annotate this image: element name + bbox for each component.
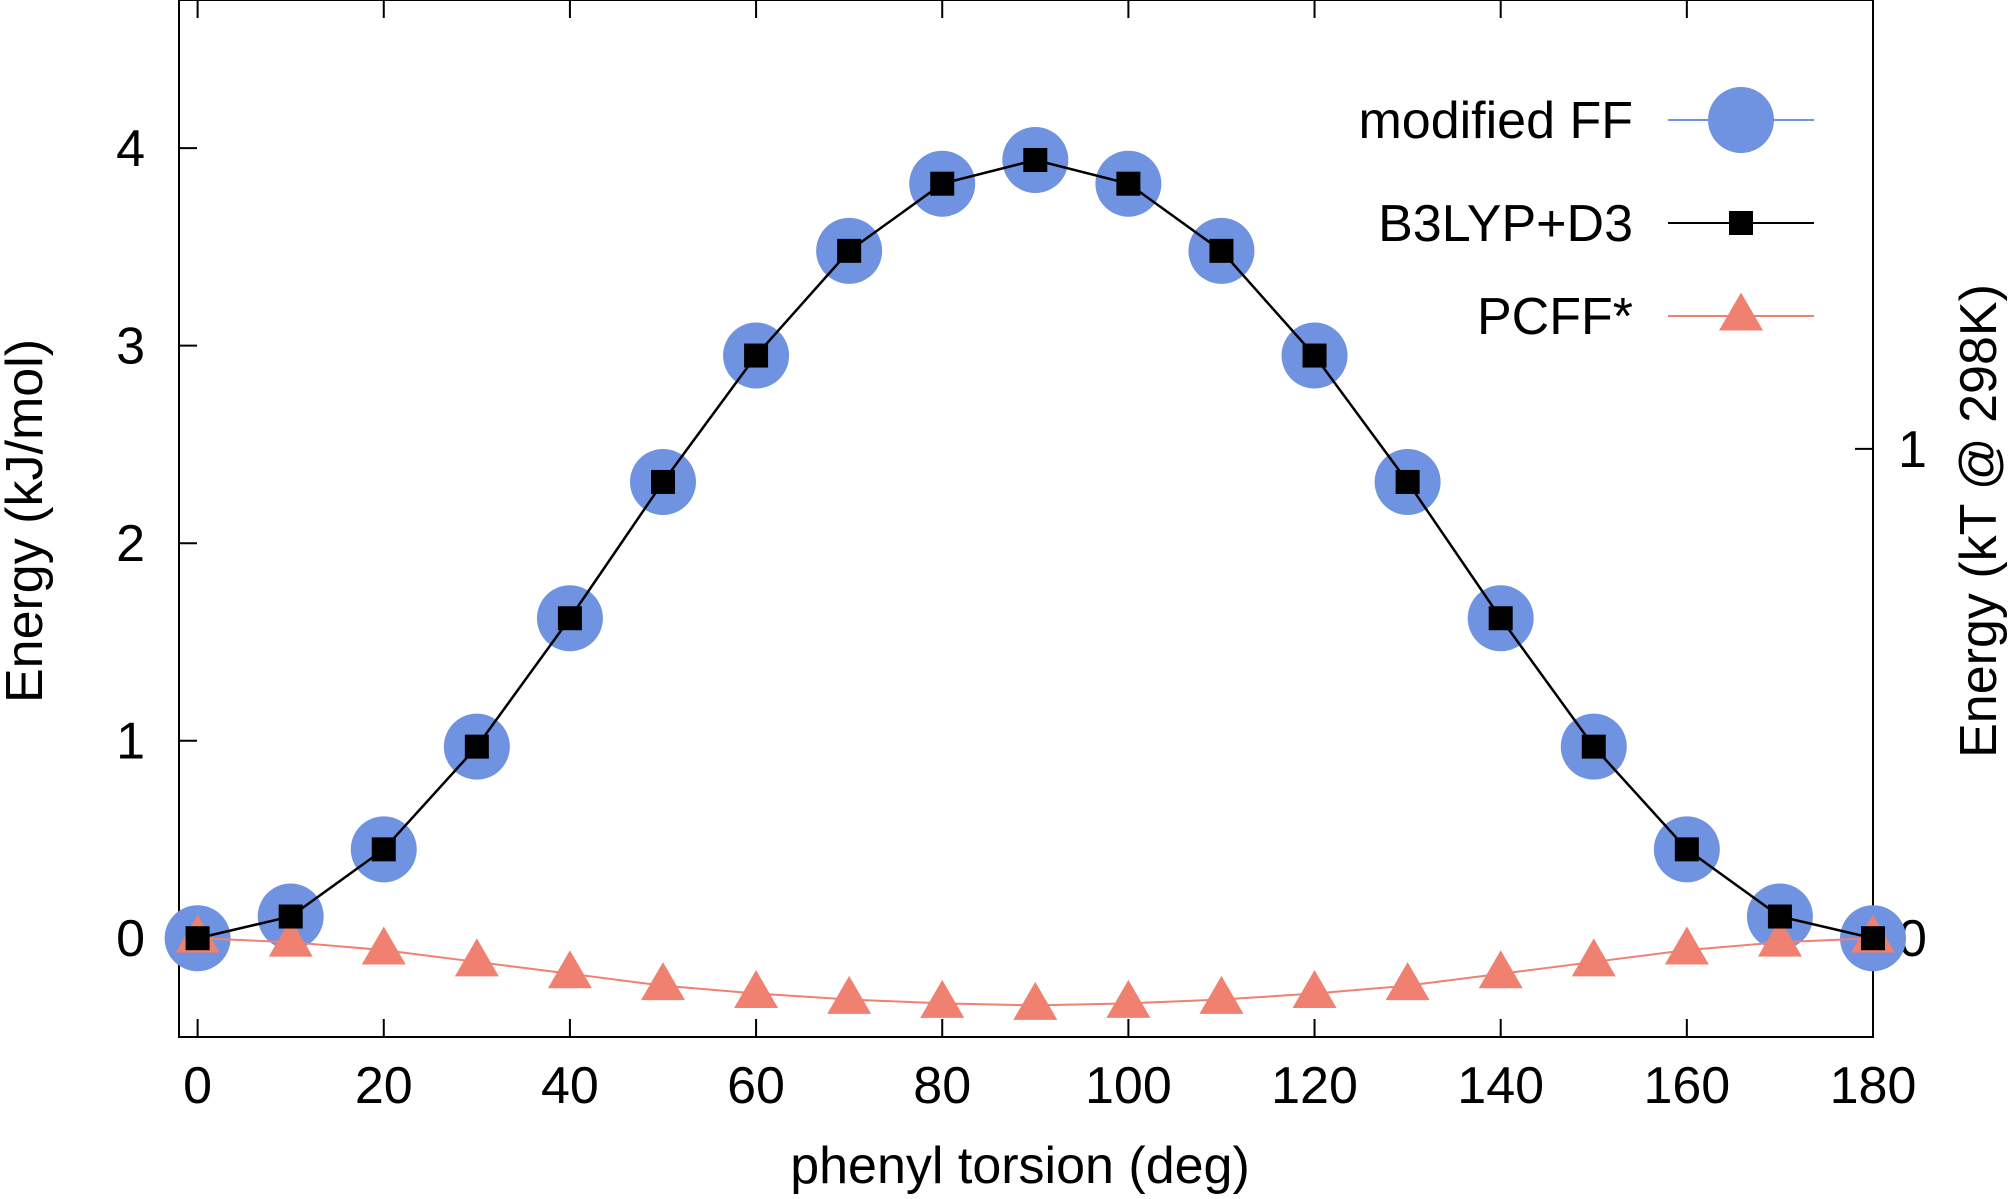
data-point-b3lyp-d3 [837,238,862,263]
data-point-b3lyp-d3 [371,837,396,862]
data-point-pcff [361,926,406,965]
data-point-pcff [827,975,872,1014]
data-point-pcff [1664,926,1709,965]
y-tick-label: 2 [116,515,145,573]
y-tick-label: 3 [116,318,145,376]
data-point-pcff [1478,950,1523,989]
data-point-b3lyp-d3 [185,926,210,951]
data-point-b3lyp-d3 [1302,343,1327,368]
y-tick-label: 4 [116,120,145,178]
data-point-b3lyp-d3 [1861,926,1885,951]
y2-tick-label: 1 [1898,421,1927,479]
x-tick-label: 140 [1457,1057,1544,1115]
x-tick-label: 80 [913,1057,971,1115]
x-tick-label: 120 [1271,1057,1358,1115]
x-axis-title: phenyl torsion (deg) [790,1137,1250,1195]
data-point-b3lyp-d3 [1581,734,1606,759]
data-point-b3lyp-d3 [744,343,769,368]
series-line-modified-ff [197,158,1874,940]
x-tick-label: 60 [727,1057,785,1115]
y-axis-title: Energy (kJ/mol) [0,339,54,703]
legend-marker-pcff [1719,292,1763,331]
data-point-b3lyp-d3 [1767,904,1792,929]
data-point-b3lyp-d3 [464,734,489,759]
legend-label-pcff: PCFF* [1477,288,1633,346]
data-point-pcff [1106,979,1151,1018]
data-point-pcff [641,962,685,1001]
x-tick-label: 100 [1085,1057,1172,1115]
data-point-pcff [734,969,779,1008]
legend: modified FF B3LYP+D3 PCFF* [1358,87,1814,346]
data-point-pcff [1292,969,1337,1008]
data-point-pcff [1757,918,1802,957]
data-point-pcff [268,918,313,957]
legend-label-modified-ff: modified FF [1358,92,1633,150]
data-point-pcff [547,950,592,989]
data-point-b3lyp-d3 [1209,238,1234,263]
legend-marker-modified-ff [1708,87,1774,153]
x-tick-label: 0 [183,1057,212,1115]
series-pcff [175,914,1895,1020]
y-tick-label: 1 [116,713,145,771]
y-tick-label: 0 [116,910,145,968]
data-point-b3lyp-d3 [1023,147,1048,172]
y2-axis-title: Energy (kT @ 298K) [1950,284,2008,758]
series-b3lyp-d3 [185,147,1885,951]
data-point-b3lyp-d3 [930,171,955,196]
data-point-pcff [1571,938,1616,977]
x-tick-label: 20 [355,1057,413,1115]
x-tick-label: 160 [1643,1057,1730,1115]
x-tick-label: 40 [541,1057,599,1115]
data-point-pcff [1385,962,1430,1001]
data-point-b3lyp-d3 [557,606,582,631]
data-point-pcff [454,938,499,977]
series-line-b3lyp-d3 [197,158,1874,940]
data-point-pcff [920,979,965,1018]
x-tick-label: 180 [1830,1057,1917,1115]
plot-frame [178,0,1874,1038]
data-point-b3lyp-d3 [1488,606,1513,631]
data-point-b3lyp-d3 [278,904,303,929]
series-layer [164,126,1906,1020]
series-modified-ff [164,126,1906,972]
data-point-b3lyp-d3 [651,469,675,494]
data-point-b3lyp-d3 [1395,469,1420,494]
data-point-pcff [1199,975,1244,1014]
data-point-b3lyp-d3 [1674,837,1699,862]
legend-marker-b3lyp-d3 [1729,211,1753,235]
legend-label-b3lyp-d3: B3LYP+D3 [1378,195,1633,253]
data-point-b3lyp-d3 [1116,171,1141,196]
data-point-pcff [1013,981,1058,1020]
